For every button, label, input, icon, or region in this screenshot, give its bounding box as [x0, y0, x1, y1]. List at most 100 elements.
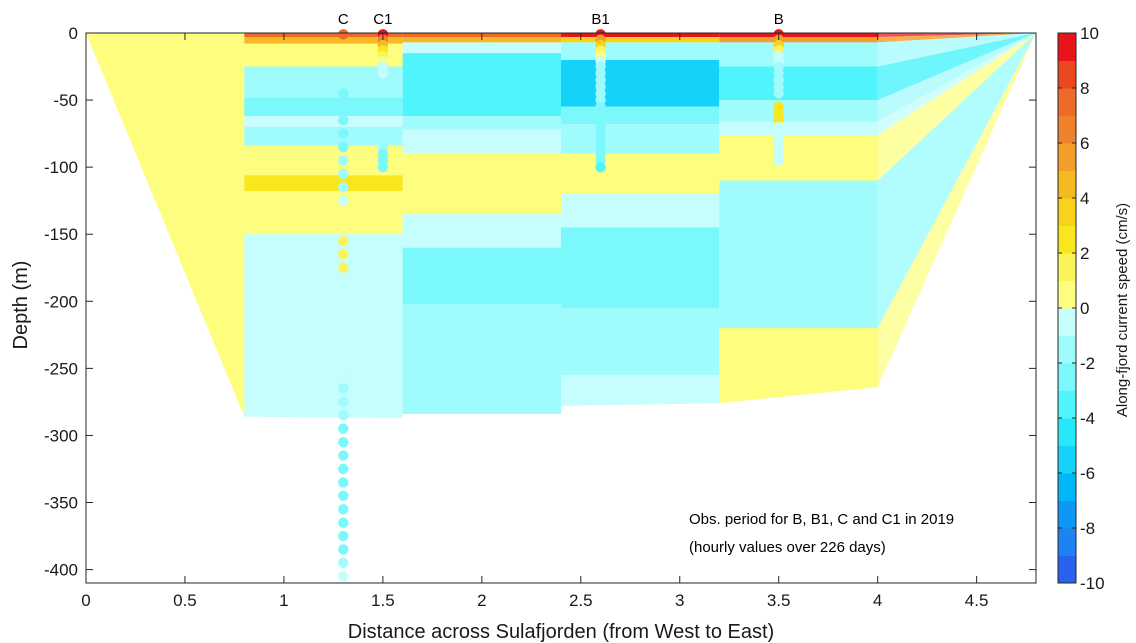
annotation-obs-period: Obs. period for B, B1, C and C1 in 2019	[689, 511, 954, 528]
x-tick-label: 0.5	[173, 591, 197, 610]
colorbar-segment	[1058, 418, 1076, 446]
x-tick-label: 0	[81, 591, 90, 610]
x-tick-label: 3.5	[767, 591, 791, 610]
station-point	[338, 517, 349, 528]
colorbar-segment	[1058, 555, 1076, 584]
section-cell	[402, 129, 561, 154]
y-tick-label: -400	[44, 561, 78, 580]
x-axis-title: Distance across Sulafjorden (from West t…	[348, 621, 774, 643]
colorbar-segment	[1058, 60, 1076, 89]
section-cell	[561, 193, 720, 228]
annotation-hourly-values: (hourly values over 226 days)	[689, 539, 886, 556]
section-cell	[561, 106, 720, 125]
station-label-c: C	[338, 11, 349, 28]
section-cell	[244, 66, 403, 98]
station-point	[338, 262, 349, 273]
section-cell	[719, 180, 878, 329]
colorbar-segment	[1058, 528, 1076, 556]
colorbar-segment	[1058, 473, 1076, 501]
east-slope-band	[877, 33, 1036, 329]
section-cell	[244, 145, 403, 176]
colorbar-tick-label: 4	[1080, 189, 1089, 208]
east-slope-band	[877, 33, 1036, 101]
station-label-c1: C1	[373, 11, 392, 28]
y-tick-label: 0	[69, 24, 78, 43]
section-cell	[402, 116, 561, 130]
section-cell	[561, 227, 720, 308]
section-cell	[402, 303, 561, 414]
section-cell	[719, 328, 878, 404]
section-cell	[719, 33, 878, 38]
section-cell	[402, 53, 561, 117]
station-point	[338, 29, 349, 40]
colorbar-segment	[1058, 308, 1076, 336]
station-point	[377, 68, 389, 79]
section-cell	[719, 66, 878, 101]
colorbar: 10 8 6 4 2 0 -2 -4 -6 -8 -10	[1057, 24, 1105, 593]
station-point	[338, 477, 349, 488]
section-cell	[561, 33, 720, 38]
station-point	[338, 195, 349, 206]
y-tick-label: -50	[53, 91, 78, 110]
colorbar-segment	[1058, 390, 1076, 419]
colorbar-tick-label: -8	[1080, 519, 1095, 538]
colorbar-tick-label: -6	[1080, 464, 1095, 483]
station-point	[338, 369, 349, 381]
station-point	[338, 155, 349, 166]
colorbar-tick-label: 8	[1080, 79, 1089, 98]
x-tick-label: 2.5	[569, 591, 593, 610]
east-slope-band	[877, 33, 1036, 38]
station-point	[338, 249, 349, 260]
x-tick-label: 1	[279, 591, 288, 610]
section-cell	[402, 153, 561, 215]
y-tick-label: -250	[44, 359, 78, 378]
colorbar-title: Along-fjord current speed (cm/s)	[1114, 203, 1131, 417]
colorbar-segment	[1058, 115, 1076, 144]
colorbar-segment	[1058, 363, 1076, 391]
colorbar-segment	[1058, 143, 1076, 171]
section-cell	[402, 214, 561, 248]
y-tick-label: -350	[44, 494, 78, 513]
section-cell	[561, 42, 720, 60]
colorbar-segment	[1058, 33, 1076, 61]
y-tick-label: -150	[44, 225, 78, 244]
colorbar-segment	[1058, 198, 1076, 226]
station-point	[338, 571, 349, 582]
colorbar-segment	[1058, 445, 1076, 474]
section-cell	[719, 37, 878, 43]
station-point	[338, 74, 349, 86]
y-tick-label: -200	[44, 292, 78, 311]
station-point	[338, 436, 349, 448]
station-point	[377, 161, 389, 173]
section-cell	[244, 191, 403, 235]
station-label-b1: B1	[591, 11, 609, 28]
plot-area	[86, 33, 1036, 418]
y-axis-title: Depth (m)	[10, 261, 32, 350]
colorbar-tick-label: -2	[1080, 354, 1095, 373]
east-slope-band	[877, 33, 1036, 43]
section-cell	[719, 121, 878, 135]
colorbar-tick-label: 2	[1080, 244, 1089, 263]
station-point	[595, 161, 606, 173]
station-point	[338, 88, 349, 99]
station-label-b: B	[774, 11, 784, 28]
station-point	[338, 504, 349, 515]
section-cell	[561, 59, 720, 107]
x-tick-label: 2	[477, 591, 486, 610]
station-point	[338, 490, 349, 502]
colorbar-segment	[1058, 500, 1076, 529]
plot-frame	[85, 32, 1037, 584]
east-slope-band	[877, 33, 1036, 388]
station-b1: B1	[591, 11, 610, 173]
x-tick-label: 4	[873, 591, 882, 610]
east-slope-band	[877, 33, 1036, 135]
station-c1: C1	[373, 11, 392, 173]
station-point	[338, 101, 349, 112]
x-tick-label: 3	[675, 591, 684, 610]
section-cell	[719, 42, 878, 67]
section-cell	[719, 134, 878, 181]
colorbar-segment	[1058, 88, 1076, 116]
colorbar-segment	[1058, 225, 1076, 254]
east-slope-band	[877, 33, 1036, 181]
section-cell	[244, 234, 403, 418]
